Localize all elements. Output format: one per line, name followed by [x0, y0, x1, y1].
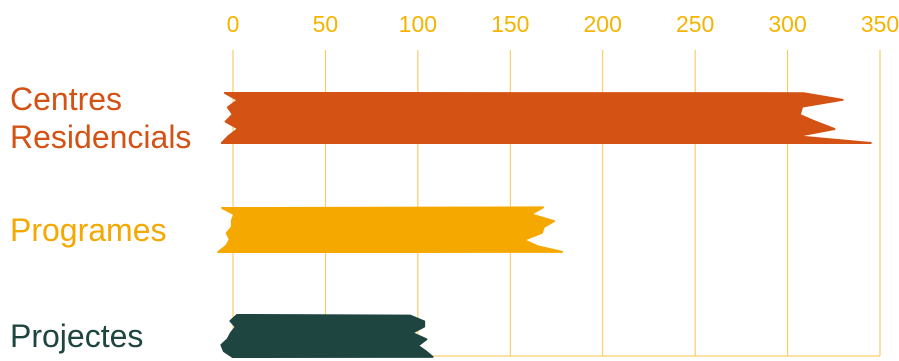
x-tick-label-300: 300 — [768, 11, 806, 37]
x-tick-label-350: 350 — [861, 11, 899, 37]
x-tick-label-0: 0 — [227, 11, 240, 37]
category-label-2: Projectes — [10, 318, 143, 354]
x-tick-label-100: 100 — [399, 11, 437, 37]
category-label-line: Programes — [10, 212, 167, 248]
bar-1 — [217, 206, 563, 253]
category-label-1: Programes — [10, 212, 167, 248]
x-tick-label-200: 200 — [584, 11, 622, 37]
x-tick-label-150: 150 — [491, 11, 529, 37]
bar-0 — [220, 92, 872, 144]
x-tick-label-50: 50 — [313, 11, 339, 37]
category-label-line: Centres — [10, 81, 122, 117]
category-label-line: Projectes — [10, 318, 143, 354]
x-tick-label-250: 250 — [676, 11, 714, 37]
category-label-line: Residencials — [10, 119, 191, 155]
bar-2 — [220, 314, 434, 358]
category-label-0: Centres Residencials — [10, 81, 191, 155]
